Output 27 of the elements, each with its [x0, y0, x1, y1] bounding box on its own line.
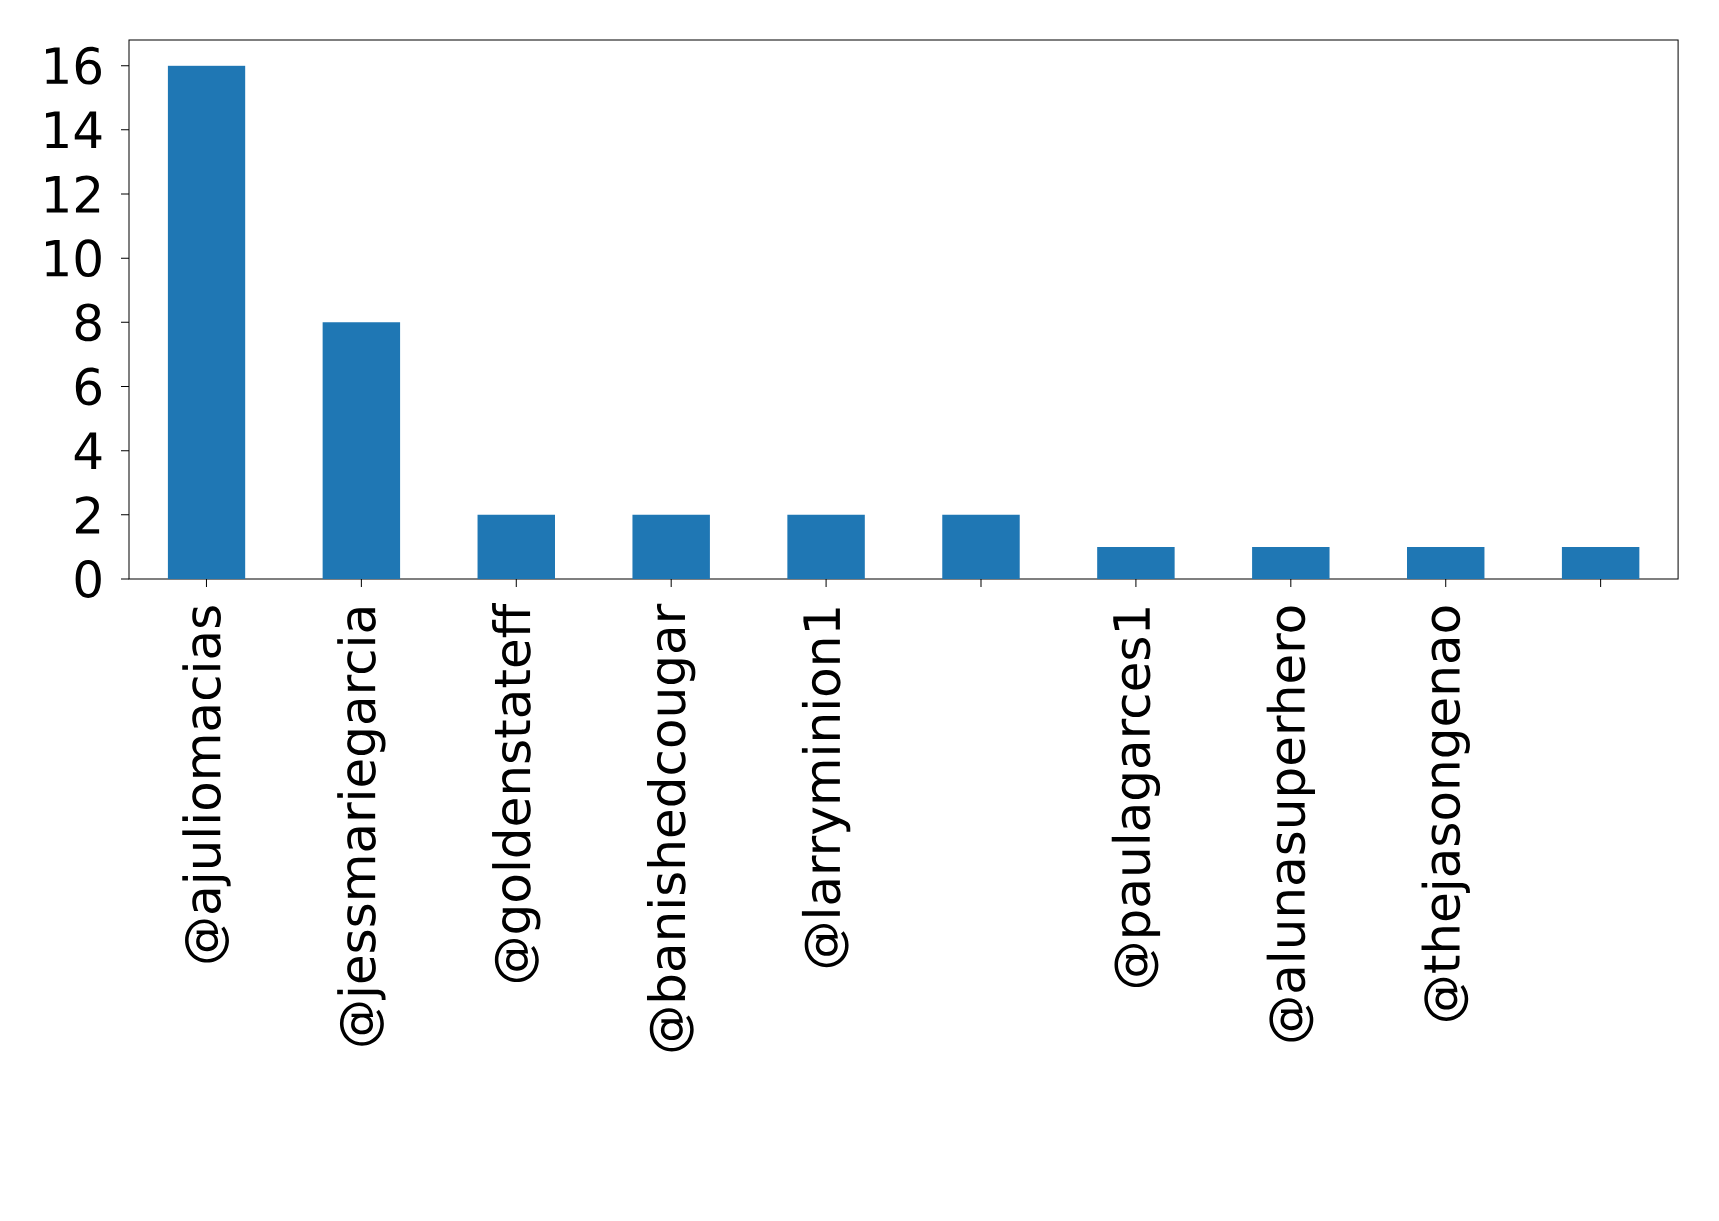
y-tick-label: 10 [46, 239, 101, 278]
bar [477, 514, 555, 579]
x-tick-label: @thejasongenao [1421, 606, 1470, 1021]
x-tick-label: @jessmariegarcia [337, 608, 386, 1046]
x-tick-label: @alunasuperhero [1266, 606, 1316, 1042]
y-tick-label: 14 [46, 111, 102, 149]
bar [632, 514, 710, 579]
bar [942, 514, 1020, 579]
x-tick-label: @ajuliomacias [182, 606, 231, 963]
x-tick-label: @goldenstateff [492, 602, 541, 983]
bar [1097, 546, 1175, 579]
x-tick-label: @paulagarces1 [1111, 608, 1161, 988]
y-tick-label: 2 [75, 496, 100, 534]
bar [787, 514, 865, 579]
bar [1252, 546, 1330, 579]
bar [322, 322, 401, 579]
y-tick-label: 0 [75, 560, 101, 598]
y-tick-label: 8 [75, 303, 101, 342]
x-tick-label: @larryminion1 [801, 608, 851, 968]
bar [1407, 546, 1485, 579]
y-tick-label: 6 [75, 367, 101, 406]
y-tick-label: 16 [46, 46, 101, 85]
y-tick-label: 12 [46, 175, 100, 213]
x-tick-label: @banishedcougar [646, 603, 696, 1052]
bar [167, 65, 246, 579]
bar [1561, 546, 1640, 579]
y-tick-label: 4 [74, 432, 102, 469]
